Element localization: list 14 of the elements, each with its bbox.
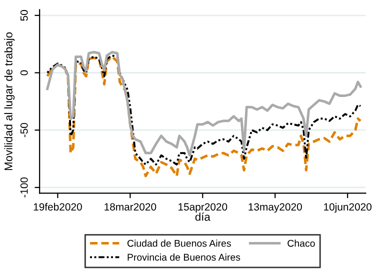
legend-label: Chaco [288, 240, 315, 247]
x-tick-label: 13may2020 [248, 203, 302, 213]
x-tick-label: 19feb2020 [34, 202, 82, 211]
x-axis-title: día [195, 212, 210, 221]
y-tick-label: -100 [20, 177, 28, 198]
y-tick-label: 0 [20, 70, 28, 76]
y-axis-title: Movilidad al lugar de trabajo [4, 32, 15, 170]
x-tick-label: 18mar2020 [104, 203, 156, 211]
legend-label: Ciudad de Buenos Aires [127, 240, 231, 247]
y-tick-label: 50 [20, 10, 28, 21]
x-tick-label: 15apr2020 [178, 203, 228, 213]
legend-label: Provincia de Buenos Aires [128, 254, 240, 261]
x-tick-label: 10jun2020 [324, 202, 372, 213]
y-tick-label: -50 [20, 122, 28, 138]
